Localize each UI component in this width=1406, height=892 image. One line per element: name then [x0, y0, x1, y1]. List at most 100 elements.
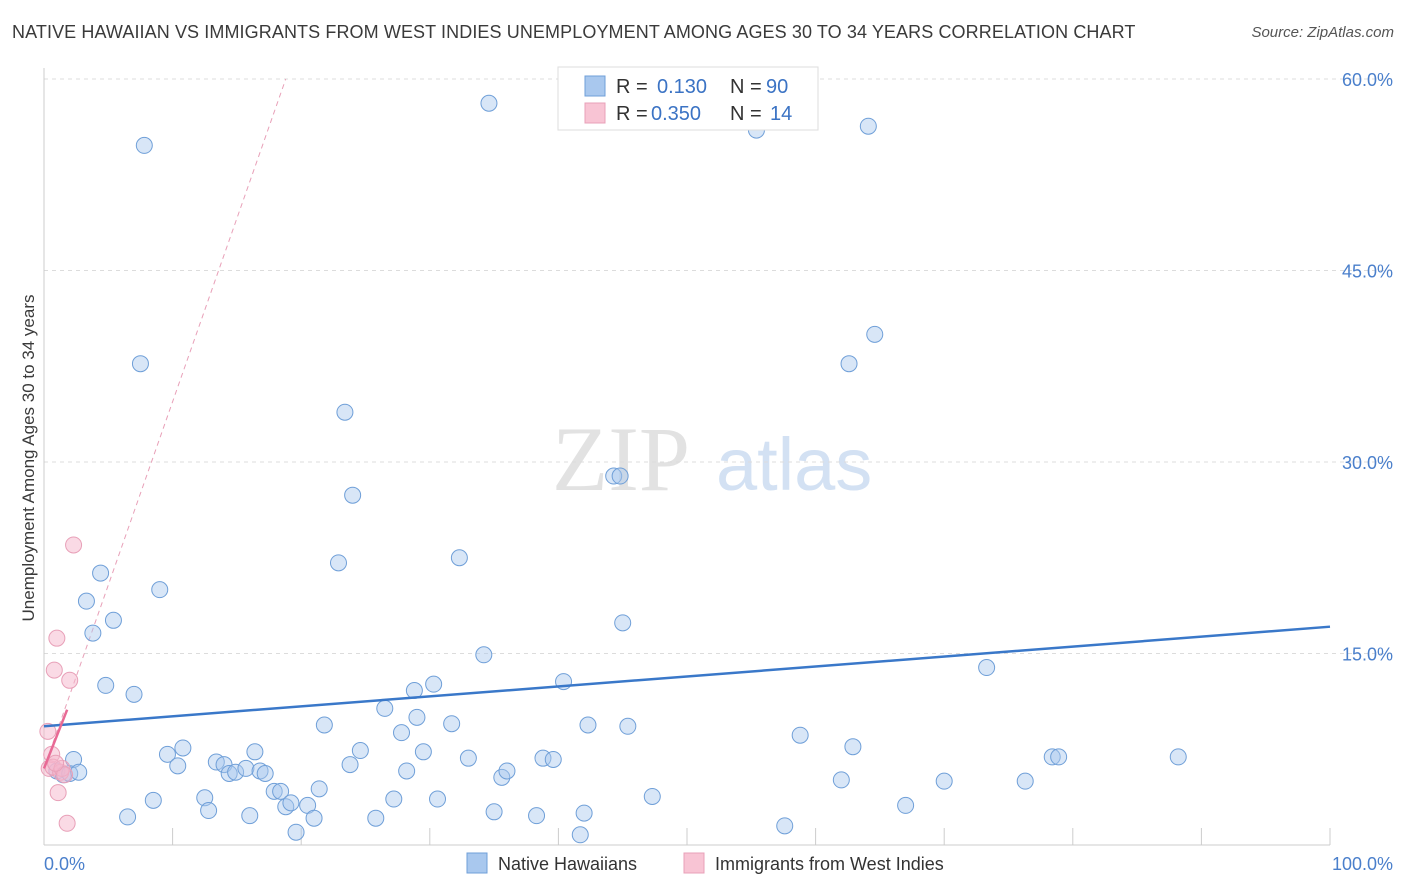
west-indies-point-12	[65, 536, 83, 554]
trend-lines	[42, 625, 1331, 769]
legend-r-value-2: 0.350	[651, 103, 701, 125]
native-hawaiians-point-61	[498, 762, 516, 780]
native-hawaiians-point-54	[443, 715, 461, 733]
native-hawaiians-point-33	[282, 794, 300, 812]
west-indies-point-10	[58, 814, 76, 832]
native-hawaiians-point-62	[528, 807, 546, 825]
watermark-zip: ZIP	[552, 408, 690, 510]
native-hawaiians-point-37	[310, 780, 328, 798]
grid-lines	[44, 78, 1394, 654]
legend-swatch-pink	[584, 102, 606, 124]
west-indies-point-9	[56, 766, 74, 784]
native-hawaiians-point-72	[619, 717, 637, 735]
x-tick-label-end: 100.0%	[1332, 854, 1393, 874]
series-legend: Native Hawaiians Immigrants from West In…	[466, 852, 944, 874]
native-hawaiians-point-69	[605, 467, 623, 485]
legend-r-value-1: 0.130	[657, 76, 707, 98]
native-hawaiians-point-66	[571, 826, 589, 844]
bottom-legend-native-hawaiians: Native Hawaiians	[498, 854, 637, 874]
native-hawaiians-point-16	[158, 745, 176, 763]
native-hawaiians-point-50	[408, 708, 426, 726]
west-indies-trend-line	[42, 709, 69, 769]
native-hawaiians-point-52	[425, 675, 443, 693]
axes	[43, 68, 1331, 846]
native-hawaiians-point-41	[341, 756, 359, 774]
native-hawaiians-point-29	[256, 765, 274, 783]
native-hawaiians-point-67	[575, 804, 593, 822]
native-hawaiians-point-58	[480, 94, 498, 112]
native-hawaiians-point-28	[251, 762, 269, 780]
native-hawaiians-point-51	[414, 743, 432, 761]
native-hawaiians-point-85	[1016, 772, 1034, 790]
chart-title: NATIVE HAWAIIAN VS IMMIGRANTS FROM WEST …	[12, 22, 1136, 42]
bottom-legend-west-indies: Immigrants from West Indies	[715, 854, 944, 874]
native-hawaiians-point-88	[1169, 748, 1187, 766]
native-hawaiians-point-87	[1050, 748, 1068, 766]
native-hawaiians-point-44	[367, 809, 385, 827]
native-hawaiians-point-20	[200, 802, 218, 820]
native-hawaiians-point-31	[272, 782, 290, 800]
legend-n-value-1: 90	[766, 76, 788, 98]
native-hawaiians-point-70	[611, 467, 629, 485]
native-hawaiians-point-8	[97, 676, 115, 694]
bottom-legend-swatch-blue	[466, 852, 488, 874]
west-indies-point-11	[61, 671, 79, 689]
native-hawaiians-point-56	[459, 749, 477, 767]
native-hawaiians-point-79	[844, 738, 862, 756]
native-hawaiians-point-47	[393, 724, 411, 742]
native-hawaiians-point-55	[450, 549, 468, 567]
native-hawaiians-point-13	[135, 136, 153, 154]
native-hawaiians-point-9	[104, 611, 122, 629]
native-hawaiians-point-18	[174, 739, 192, 757]
native-hawaiians-point-81	[866, 325, 884, 343]
native-hawaiians-point-43	[351, 742, 369, 760]
y-tick-label-60: 60.0%	[1342, 70, 1393, 90]
native-hawaiians-point-30	[265, 782, 283, 800]
tick-labels: 15.0% 30.0% 45.0% 60.0% 0.0% 100.0%	[44, 70, 1393, 874]
native-hawaiians-point-14	[144, 791, 162, 809]
native-hawaiians-point-53	[429, 790, 447, 808]
native-hawaiians-point-24	[227, 763, 245, 781]
native-hawaiians-point-25	[237, 759, 255, 777]
native-hawaiians-point-45	[376, 699, 394, 717]
native-hawaiians-point-83	[935, 772, 953, 790]
native-hawaiians-point-10	[119, 808, 137, 826]
native-hawaiians-point-38	[315, 716, 333, 734]
native-hawaiians-point-26	[241, 807, 259, 825]
native-hawaiians-point-64	[544, 750, 562, 768]
legend-n-value-2: 14	[770, 103, 792, 125]
native-hawaiians-point-7	[92, 564, 110, 582]
native-hawaiians-point-84	[978, 659, 996, 677]
native-hawaiians-point-73	[643, 787, 661, 805]
west-indies-points	[39, 536, 83, 832]
west-indies-point-13	[47, 754, 65, 772]
legend-n-label-1: N =	[730, 76, 762, 98]
west-indies-point-0	[39, 722, 57, 740]
native-hawaiians-point-77	[832, 771, 850, 789]
y-tick-label-45: 45.0%	[1342, 262, 1393, 282]
native-hawaiians-point-42	[344, 486, 362, 504]
native-hawaiians-point-15	[151, 581, 169, 599]
legend-r-label-2: R =	[616, 103, 648, 125]
native-hawaiians-point-39	[329, 554, 347, 572]
native-hawaiians-point-86	[1043, 748, 1061, 766]
native-hawaiians-trend-line	[43, 625, 1331, 728]
native-hawaiians-point-57	[475, 646, 493, 664]
native-hawaiians-point-78	[840, 355, 858, 373]
native-hawaiians-point-27	[246, 743, 264, 761]
pink-trend-extended	[43, 78, 287, 769]
y-axis-label: Unemployment Among Ages 30 to 34 years	[19, 295, 38, 622]
x-tick-label-start: 0.0%	[44, 854, 85, 874]
native-hawaiians-point-12	[131, 355, 149, 373]
y-tick-label-30: 30.0%	[1342, 453, 1393, 473]
native-hawaiians-point-80	[859, 117, 877, 135]
west-indies-point-5	[48, 629, 66, 647]
bottom-legend-swatch-pink	[683, 852, 705, 874]
legend-r-label-1: R =	[616, 76, 648, 98]
native-hawaiians-point-5	[77, 592, 95, 610]
native-hawaiians-point-6	[84, 624, 102, 642]
native-hawaiians-point-17	[169, 757, 187, 775]
native-hawaiians-point-19	[196, 789, 214, 807]
native-hawaiians-point-75	[776, 817, 794, 835]
